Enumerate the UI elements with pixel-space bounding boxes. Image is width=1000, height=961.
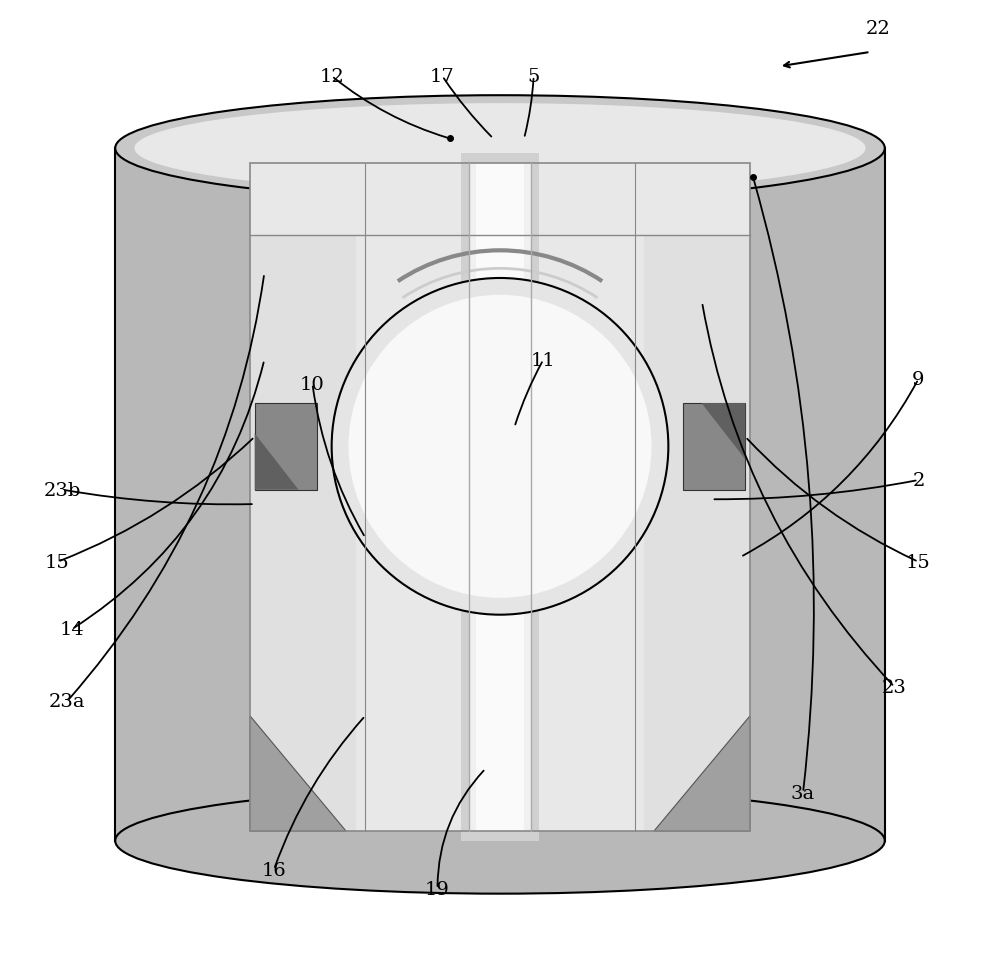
Text: 2: 2 xyxy=(912,472,925,489)
Ellipse shape xyxy=(115,96,885,202)
Text: 10: 10 xyxy=(300,376,325,393)
Text: 11: 11 xyxy=(531,352,556,369)
Text: 23b: 23b xyxy=(44,481,81,499)
Circle shape xyxy=(332,279,668,615)
Text: 9: 9 xyxy=(912,371,925,388)
Bar xyxy=(476,163,524,831)
Text: 5: 5 xyxy=(527,68,540,86)
Bar xyxy=(250,163,365,831)
Bar xyxy=(683,404,745,490)
Text: 22: 22 xyxy=(866,20,890,38)
Bar xyxy=(250,163,750,831)
Text: 12: 12 xyxy=(319,68,344,86)
Bar xyxy=(469,163,531,831)
Polygon shape xyxy=(250,716,346,831)
Bar xyxy=(356,163,644,831)
Bar xyxy=(250,163,750,235)
Text: 15: 15 xyxy=(906,554,931,571)
Bar xyxy=(250,163,750,831)
Text: 23: 23 xyxy=(882,678,907,696)
Ellipse shape xyxy=(115,788,885,894)
Text: 15: 15 xyxy=(45,554,70,571)
Bar xyxy=(115,149,885,841)
Bar xyxy=(635,163,750,831)
Bar xyxy=(255,404,317,490)
Text: 3a: 3a xyxy=(791,784,815,801)
Bar xyxy=(461,154,539,841)
Polygon shape xyxy=(654,716,750,831)
Text: 19: 19 xyxy=(425,880,450,898)
Polygon shape xyxy=(702,404,745,459)
Polygon shape xyxy=(255,434,298,490)
Text: 14: 14 xyxy=(60,621,84,638)
Ellipse shape xyxy=(134,104,866,194)
Text: 23a: 23a xyxy=(49,693,85,710)
Text: 16: 16 xyxy=(262,861,286,878)
Circle shape xyxy=(348,296,652,598)
Text: 17: 17 xyxy=(430,68,455,86)
